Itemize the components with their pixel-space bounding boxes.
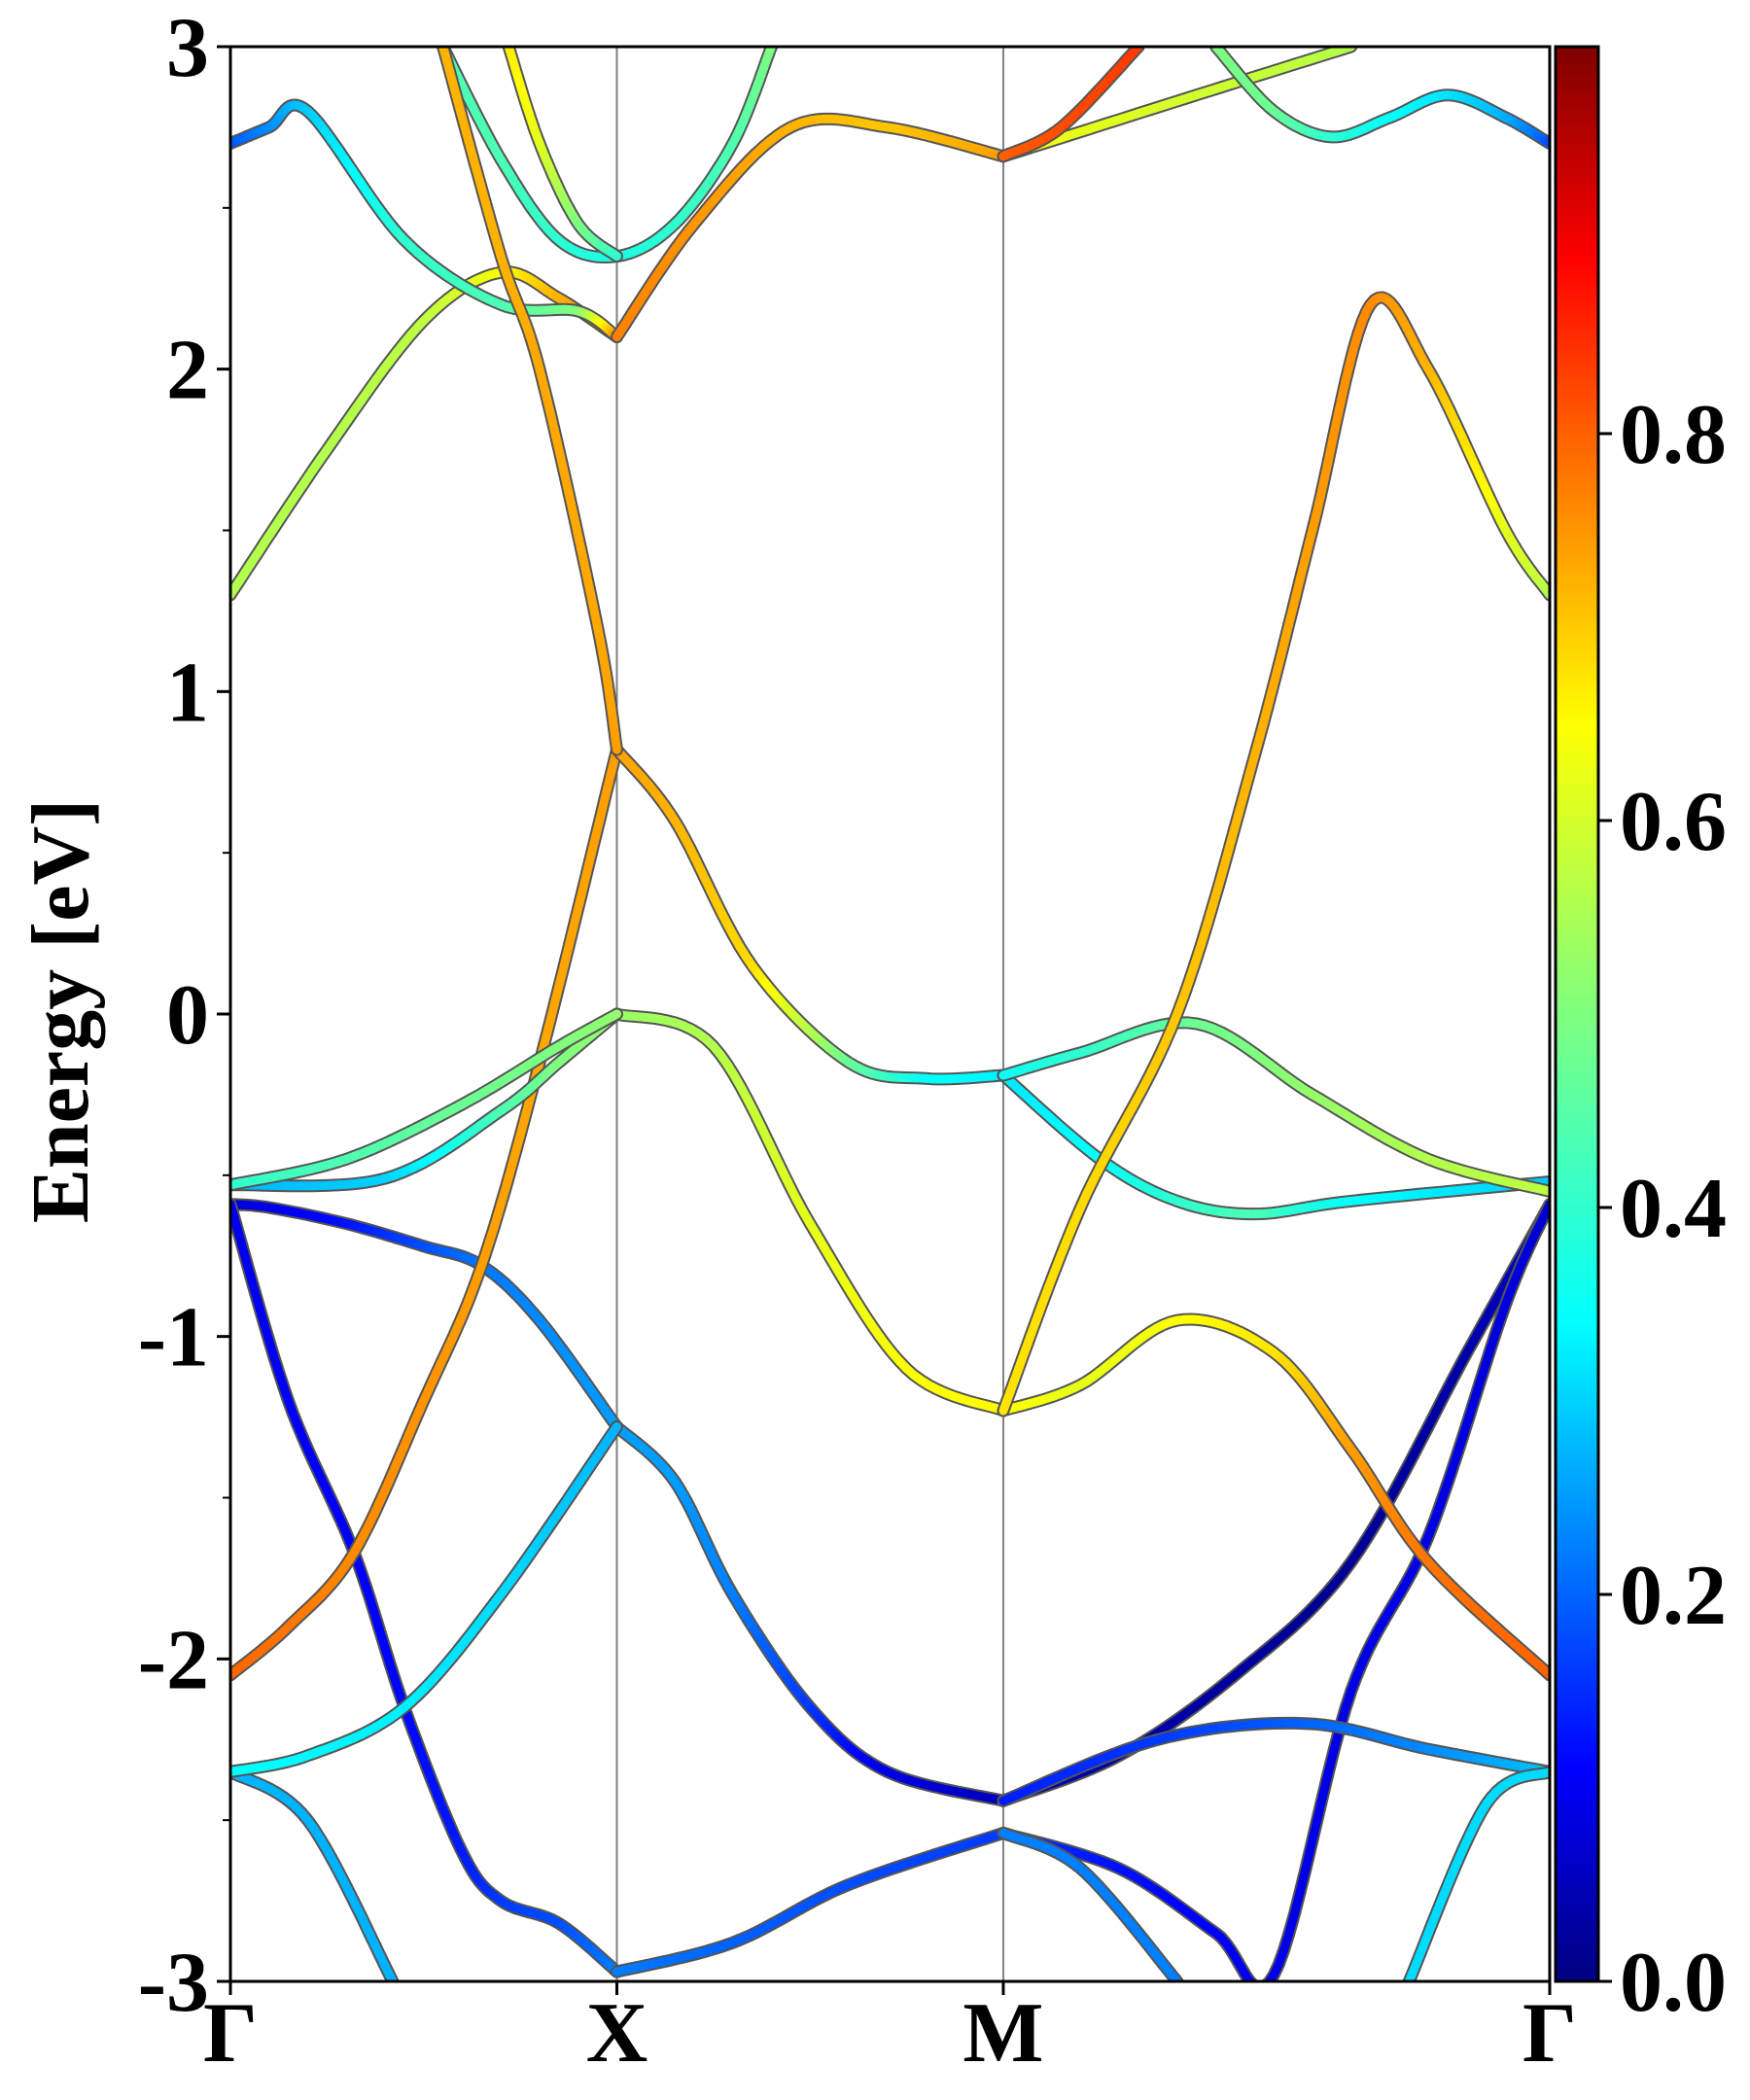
band-segment xyxy=(608,1422,621,1439)
band-series xyxy=(230,1765,400,1981)
band-series xyxy=(997,1016,1550,1198)
band-series xyxy=(230,1198,623,1978)
x-tick-label: Γ xyxy=(203,1986,258,2081)
band-lines xyxy=(230,47,1550,1988)
band-segment xyxy=(564,915,580,951)
y-axis: 3 2 1 0 -1 -2 -3 xyxy=(138,1,230,2030)
band-series xyxy=(437,47,623,756)
band-series xyxy=(997,1198,1550,1988)
band-outline xyxy=(230,1420,623,1778)
band-series xyxy=(997,1312,1550,1682)
band-segment xyxy=(610,1009,621,1020)
colorbar-tick-label: 0.2 xyxy=(1620,1549,1727,1643)
band-outline xyxy=(997,1312,1550,1682)
band-outline xyxy=(997,291,1550,1418)
band-outline xyxy=(230,1765,400,1981)
band-series xyxy=(997,291,1550,1418)
x-tick-label: Γ xyxy=(1522,1986,1577,2081)
band-segment xyxy=(558,941,574,977)
colorbar-tick-label: 0.6 xyxy=(1620,775,1727,869)
band-series xyxy=(1402,1765,1550,1981)
y-axis-title: Energy [eV] xyxy=(16,799,106,1223)
band-series xyxy=(230,98,623,343)
band-series xyxy=(230,1007,623,1192)
y-tick-label: 3 xyxy=(166,1,209,95)
colorbar-tick-label: 0.4 xyxy=(1620,1162,1727,1256)
colorbar-ticks: 0.0 0.2 0.4 0.6 0.8 xyxy=(1598,388,1727,2030)
colorbar-tick-label: 0.8 xyxy=(1620,388,1727,482)
band-segment xyxy=(1261,1986,1265,1988)
band-series xyxy=(230,743,623,1682)
band-series xyxy=(997,1716,1550,1807)
y-tick-label: 1 xyxy=(166,646,209,740)
y-tick-label: -1 xyxy=(138,1291,209,1385)
band-outline xyxy=(230,1198,623,1978)
x-tick-label: M xyxy=(962,1986,1043,2081)
plot-area: 3 2 1 0 -1 -2 -3 Γ X M Γ Energy [eV] xyxy=(16,1,1577,2081)
colorbar: 0.0 0.2 0.4 0.6 0.8 xyxy=(1554,45,1727,2030)
band-segment xyxy=(611,250,621,262)
band-outline xyxy=(502,47,623,263)
band-segment xyxy=(1257,1987,1261,1988)
high-symmetry-lines xyxy=(615,47,1004,1981)
band-series xyxy=(502,47,623,263)
band-segment xyxy=(1250,1980,1256,1981)
colorbar-tick-label: 0.0 xyxy=(1620,1936,1727,2030)
band-series xyxy=(611,1826,1010,1978)
band-series xyxy=(997,47,1358,163)
band-outline xyxy=(1402,1765,1550,1981)
x-tick-label: X xyxy=(586,1986,648,2081)
band-series xyxy=(997,1826,1184,1981)
y-tick-label: 2 xyxy=(166,324,209,418)
band-series xyxy=(997,1198,1550,1807)
band-series xyxy=(997,47,1145,163)
band-series xyxy=(1209,47,1550,150)
band-series xyxy=(611,112,1010,343)
y-tick-label: 0 xyxy=(166,968,209,1063)
band-segment xyxy=(571,889,586,925)
y-tick-label: -3 xyxy=(138,1936,209,2030)
y-tick-label: -2 xyxy=(138,1613,209,1707)
band-outline xyxy=(1209,47,1550,150)
band-series xyxy=(230,1420,623,1778)
band-series xyxy=(611,743,1010,1086)
colorbar-gradient xyxy=(1554,45,1600,1983)
band-series xyxy=(611,1420,1010,1807)
band-outline xyxy=(997,1198,1550,1807)
band-segment xyxy=(578,862,593,898)
band-segment xyxy=(612,740,621,754)
